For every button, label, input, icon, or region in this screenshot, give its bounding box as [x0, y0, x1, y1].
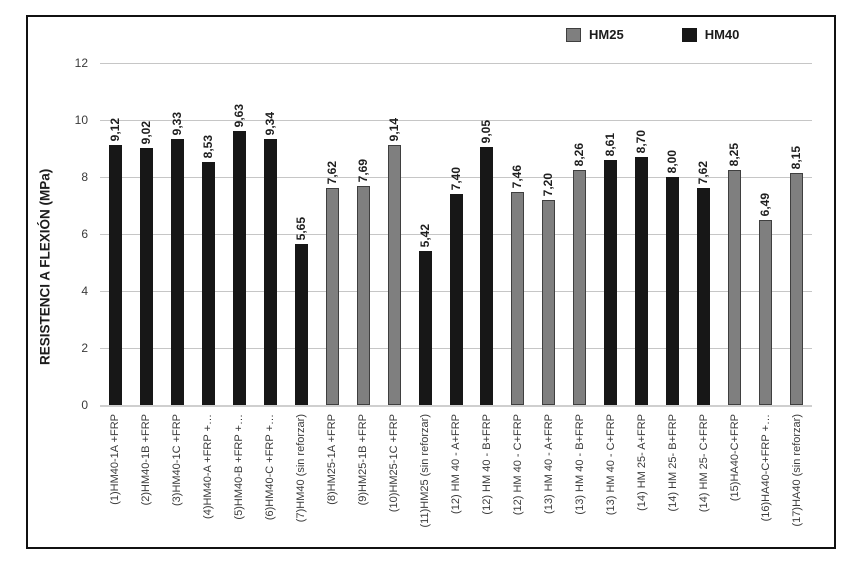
bar-value-label: 8,70 [634, 129, 649, 153]
legend: HM25 HM40 [566, 27, 739, 42]
bar [480, 147, 494, 405]
legend-swatch-hm40 [681, 27, 697, 42]
bar [759, 220, 773, 405]
bar-value-label: 9,05 [479, 119, 494, 143]
bar [418, 251, 432, 405]
y-tick-label-2: 2 [81, 341, 88, 355]
x-tick-label: (12) HM 40 - B+FRP [480, 414, 493, 515]
bar-value-label: 6,49 [758, 192, 773, 216]
bar [108, 145, 122, 405]
bar-value-label: 7,20 [541, 172, 556, 196]
gridline-0 [100, 405, 812, 407]
x-tick-label: (9)HM25-1B +FRP [357, 414, 370, 506]
gridline-8 [100, 177, 812, 178]
bar [201, 162, 215, 405]
x-tick-label: (14) HM 25- C+FRP [697, 414, 710, 513]
plot-area: 9,12 9,02 9,33 8,53 9,63 9,34 5,65 7,62 7,69 9,14… [100, 17, 812, 405]
bar-value-label: 8,26 [572, 142, 587, 166]
x-tick-label: (16)HA40-C+FRP +… [759, 414, 772, 522]
bar [728, 170, 742, 405]
bar [790, 173, 804, 405]
bar [573, 170, 587, 405]
y-tick-label-8: 8 [81, 170, 88, 184]
bar-value-label: 9,63 [231, 103, 246, 127]
x-tick-label: (7)HM40 (sin reforzar) [295, 414, 308, 523]
bar-value-label: 9,12 [107, 117, 122, 141]
x-tick-label: (15)HA40-C+FRP [728, 414, 741, 502]
bar-value-label: 8,15 [789, 145, 804, 169]
x-tick-label: (10)HM25-1C +FRP [388, 414, 401, 513]
bar-value-label: 8,25 [727, 142, 742, 166]
bar [170, 139, 184, 405]
bar-value-label: 7,62 [324, 160, 339, 184]
y-tick-label-6: 6 [81, 227, 88, 241]
gridline-12 [100, 63, 812, 64]
bar-value-label: 9,02 [138, 120, 153, 144]
legend-item-hm25: HM25 [566, 27, 624, 42]
bar [263, 139, 277, 405]
x-tick-label: (3)HM40-1C +FRP [171, 414, 184, 506]
bar-value-label: 7,62 [696, 160, 711, 184]
bar [387, 145, 401, 405]
x-tick-label: (17)HA40 (sin reforzar) [790, 414, 803, 527]
y-tick-label-10: 10 [74, 113, 88, 127]
bar [666, 177, 680, 405]
bar [604, 160, 618, 405]
y-tick-label-12: 12 [74, 56, 88, 70]
legend-label: HM25 [589, 27, 624, 42]
x-tick-label: (13) HM 40 - B+FRP [573, 414, 586, 515]
bar [635, 157, 649, 405]
x-tick-label: (12) HM 40 - C+FRP [511, 414, 524, 516]
x-tick-label: (14) HM 25- B+FRP [666, 414, 679, 512]
x-tick-label: (12) HM 40 - A+FRP [450, 414, 462, 514]
bar-value-label: 5,42 [417, 223, 432, 247]
legend-label: HM40 [704, 27, 740, 42]
x-tick-label: (13) HM 40 - A+FRP [542, 414, 555, 514]
x-tick-label: (11)HM25 (sin reforzar) [419, 414, 432, 528]
x-tick-label: (14) HM 25- A+FRP [635, 414, 648, 511]
x-tick-label: (5)HM40-B +FRP +… [233, 414, 246, 520]
bar-value-label: 7,40 [448, 166, 463, 190]
bar-value-label: 9,33 [169, 111, 184, 135]
x-tick-label: (8)HM25-1A +FRP [326, 414, 339, 505]
bar [232, 131, 246, 405]
x-tick-label: (6)HM40-C +FRP +… [264, 414, 277, 521]
bar [511, 192, 525, 405]
bar-value-label: 7,46 [510, 164, 525, 188]
bar [356, 186, 370, 405]
x-tick-label: (13) HM 40 - C+FRP [604, 414, 617, 516]
bar-value-label: 7,69 [355, 158, 370, 182]
bar-value-label: 9,34 [262, 111, 277, 135]
bar [325, 188, 339, 405]
bar-value-label: 8,61 [603, 132, 618, 156]
x-tick-label: (1)HM40-1A +FRP [109, 414, 122, 505]
bar-value-label: 8,00 [665, 149, 680, 173]
x-tick-label: (2)HM40-1B +FRP [140, 414, 153, 506]
bar [697, 188, 711, 405]
bar [294, 244, 308, 405]
y-tick-label-4: 4 [81, 284, 88, 298]
y-tick-label-0: 0 [81, 398, 88, 412]
bar [449, 194, 463, 405]
bar [542, 200, 556, 405]
legend-item-hm40: HM40 [681, 27, 740, 42]
x-tick-label: (4)HM40-A +FRP +… [202, 414, 215, 519]
legend-swatch-hm25 [566, 27, 581, 42]
bar-value-label: 8,53 [200, 134, 215, 158]
bar-value-label: 5,65 [293, 216, 308, 240]
gridline-10 [100, 120, 812, 121]
bar [139, 148, 153, 405]
bar-value-label: 9,14 [386, 117, 401, 141]
